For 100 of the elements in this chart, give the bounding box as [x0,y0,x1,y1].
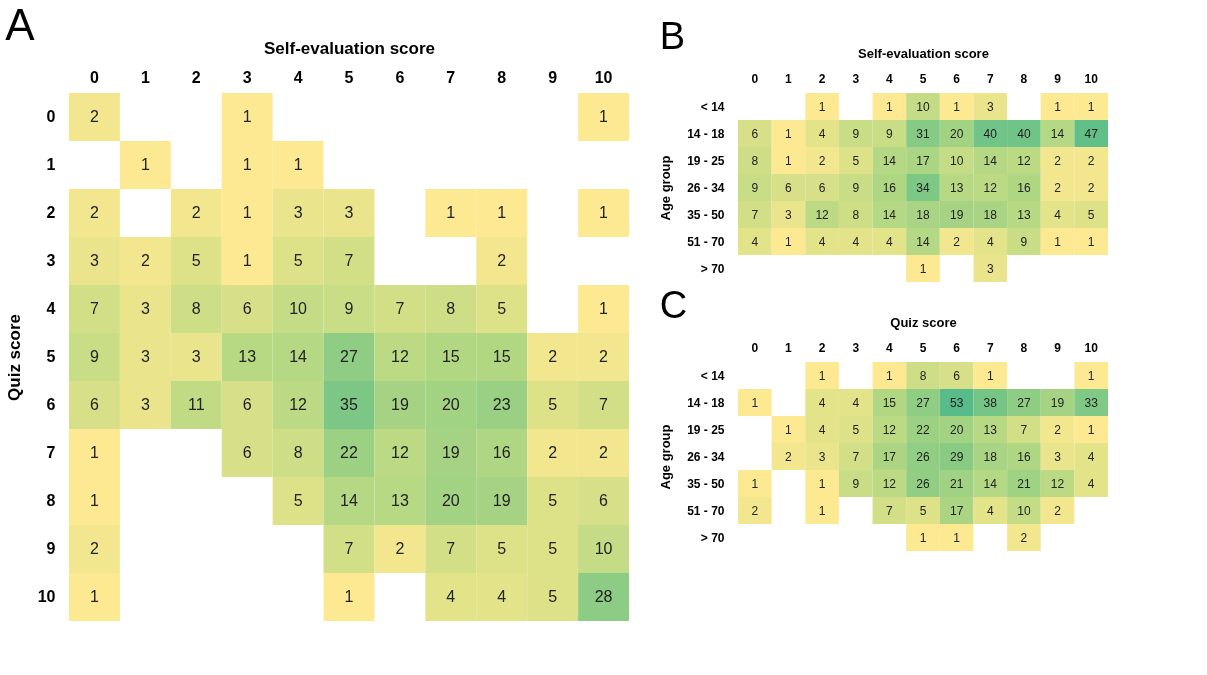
data-label: 6 [90,396,99,413]
data-label: 14 [289,348,308,365]
data-label: 10 [289,300,308,317]
data-label: 2 [1054,422,1062,437]
data-label: 29 [949,449,964,464]
data-label: 1 [599,108,609,125]
data-label: 5 [548,396,558,413]
data-label: 16 [492,444,511,461]
data-label: 1 [1087,99,1095,114]
data-label: 26 [916,476,930,491]
data-label: 22 [340,444,358,461]
data-label: 14 [983,476,998,491]
data-label: 2 [1054,180,1062,195]
data-label: 1 [986,368,994,383]
x-tick-label: 7 [986,71,994,86]
data-label: 2 [191,204,201,221]
y-tick-label: 0 [46,108,56,125]
data-label: 2 [1054,153,1062,168]
data-label: 4 [852,395,860,410]
data-label: 12 [289,396,308,413]
y-tick-label: 26 - 34 [687,449,725,464]
y-tick-label: 6 [46,396,56,413]
data-label: 15 [882,395,897,410]
y-tick-label: 14 - 18 [687,126,725,141]
data-label: 8 [852,207,860,222]
y-tick-label: > 70 [700,261,725,276]
data-label: 5 [497,300,507,317]
data-label: 12 [391,348,409,365]
data-label: 2 [953,234,961,249]
x-axis-title: Self-evaluation score [858,45,989,61]
data-label: 40 [1017,126,1031,141]
data-label: 7 [1020,422,1028,437]
data-label: 1 [785,234,793,249]
data-label: 4 [1054,207,1062,222]
data-label: 5 [852,422,860,437]
data-label: 9 [852,180,860,195]
data-label: 1 [751,395,759,410]
data-label: 14 [882,207,897,222]
data-label: 12 [391,444,409,461]
data-label: 1 [344,588,354,605]
data-label: 16 [882,180,897,195]
data-label: 12 [1050,476,1065,491]
data-label: 3 [1054,449,1062,464]
data-label: 4 [818,126,826,141]
data-label: 27 [1017,395,1031,410]
data-label: 7 [395,300,405,317]
data-label: 2 [90,108,99,125]
data-label: 1 [242,108,252,125]
data-label: 1 [1087,368,1095,383]
data-label: 3 [140,300,150,317]
data-label: 7 [446,540,456,557]
data-label: 1 [599,300,609,317]
data-label: 1 [90,444,99,461]
data-label: 19 [391,396,409,413]
data-label: 10 [594,540,613,557]
data-label: 35 [340,396,358,413]
data-label: 38 [983,395,998,410]
y-tick-label: > 70 [700,530,725,545]
data-label: 1 [886,99,894,114]
data-label: 1 [785,422,793,437]
x-tick-label: 4 [293,68,303,86]
data-label: 7 [90,300,99,317]
data-label: 23 [492,396,511,413]
data-label: 4 [1087,449,1095,464]
data-label: 8 [446,300,456,317]
data-label: 1 [599,204,609,221]
y-tick-label: 35 - 50 [687,476,725,491]
x-tick-label: 10 [1084,71,1099,86]
x-tick-label: 4 [886,71,894,86]
data-label: 6 [751,126,759,141]
data-label: 3 [818,449,826,464]
x-tick-label: 5 [919,340,927,355]
data-label: 16 [1017,180,1031,195]
data-label: 2 [1054,503,1062,518]
data-label: 13 [238,348,257,365]
x-tick-label: 8 [497,68,507,86]
data-label: 10 [949,153,964,168]
data-label: 2 [90,204,99,221]
data-label: 6 [242,396,252,413]
data-label: 5 [548,540,558,557]
data-label: 6 [785,180,793,195]
data-label: 5 [293,252,303,269]
data-label: 3 [140,396,150,413]
data-label: 4 [986,503,994,518]
x-tick-label: 6 [395,68,405,86]
x-tick-label: 10 [594,68,613,86]
data-label: 17 [949,503,964,518]
x-tick-label: 2 [818,71,826,86]
data-label: 14 [916,234,930,249]
x-axis-title: Self-evaluation score [263,38,436,58]
data-label: 1 [90,588,99,605]
data-label: 19 [1050,395,1065,410]
data-label: 20 [441,492,460,509]
x-tick-label: 7 [446,68,456,86]
data-label: 18 [983,207,998,222]
data-label: 7 [751,207,759,222]
data-label: 2 [1087,180,1095,195]
data-label: 7 [852,449,860,464]
data-label: 4 [986,234,994,249]
text: A [5,0,36,49]
